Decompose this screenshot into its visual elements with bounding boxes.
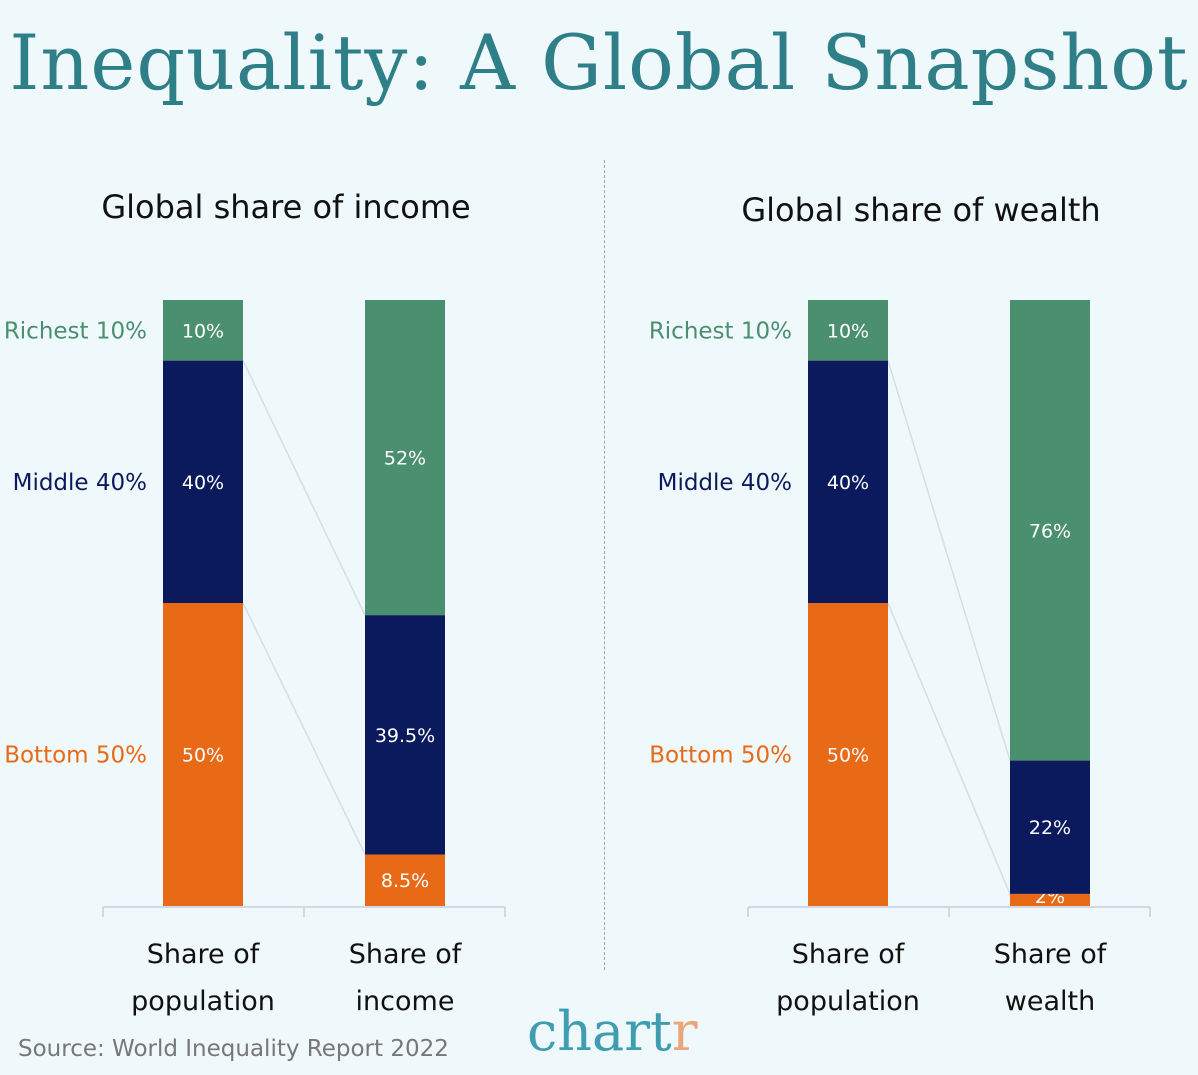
data-label: 76% — [1029, 520, 1071, 542]
x-tick-label: Share of — [792, 939, 906, 970]
source-note: Source: World Inequality Report 2022 — [18, 1036, 449, 1062]
bar-middle-40- — [365, 615, 445, 855]
data-label: 39.5% — [375, 725, 435, 747]
connector-line — [887, 602, 1011, 895]
bar-middle-40- — [1010, 760, 1090, 894]
x-tick-label: population — [776, 986, 920, 1017]
bar-bottom-50- — [365, 854, 445, 906]
bar-bottom-50- — [808, 603, 888, 906]
bar-bottom-50- — [1010, 893, 1090, 906]
x-tick-label: wealth — [1005, 986, 1095, 1017]
x-tick-label: Share of — [994, 939, 1108, 970]
wealth-chart-title: Global share of wealth — [741, 191, 1101, 229]
page-title: Inequality: A Global Snapshot — [9, 18, 1189, 107]
data-label: 8.5% — [381, 870, 429, 892]
divider — [604, 160, 605, 970]
data-label: 40% — [182, 472, 224, 494]
bar-middle-40- — [808, 360, 888, 603]
group-label: Bottom 50% — [649, 743, 792, 769]
chartr-logo: chartr — [527, 1000, 698, 1063]
group-label: Middle 40% — [13, 470, 147, 496]
bar-richest-10- — [365, 300, 445, 616]
connector-line — [242, 360, 366, 616]
connector-line — [242, 602, 366, 855]
income-chart-title: Global share of income — [101, 188, 471, 226]
x-tick-label: population — [131, 986, 275, 1017]
logo-accent: r — [671, 1000, 698, 1063]
data-label: 10% — [182, 320, 224, 342]
group-label: Richest 10% — [4, 318, 147, 344]
data-label: 10% — [827, 320, 869, 342]
data-label: 40% — [827, 472, 869, 494]
x-tick-label: Share of — [147, 939, 261, 970]
data-label: 50% — [182, 745, 224, 767]
connector-line — [887, 360, 1011, 761]
data-label: 52% — [384, 448, 426, 470]
bar-richest-10- — [163, 300, 243, 361]
x-tick-label: income — [356, 986, 455, 1017]
data-label: 22% — [1029, 817, 1071, 839]
group-label: Richest 10% — [649, 318, 792, 344]
x-tick-label: Share of — [349, 939, 463, 970]
bar-bottom-50- — [163, 603, 243, 906]
data-label: 50% — [827, 745, 869, 767]
group-label: Middle 40% — [658, 470, 792, 496]
bar-middle-40- — [163, 360, 243, 603]
group-label: Bottom 50% — [4, 743, 147, 769]
bar-richest-10- — [1010, 300, 1090, 761]
logo-text: chart — [527, 1000, 672, 1063]
bar-richest-10- — [808, 300, 888, 361]
